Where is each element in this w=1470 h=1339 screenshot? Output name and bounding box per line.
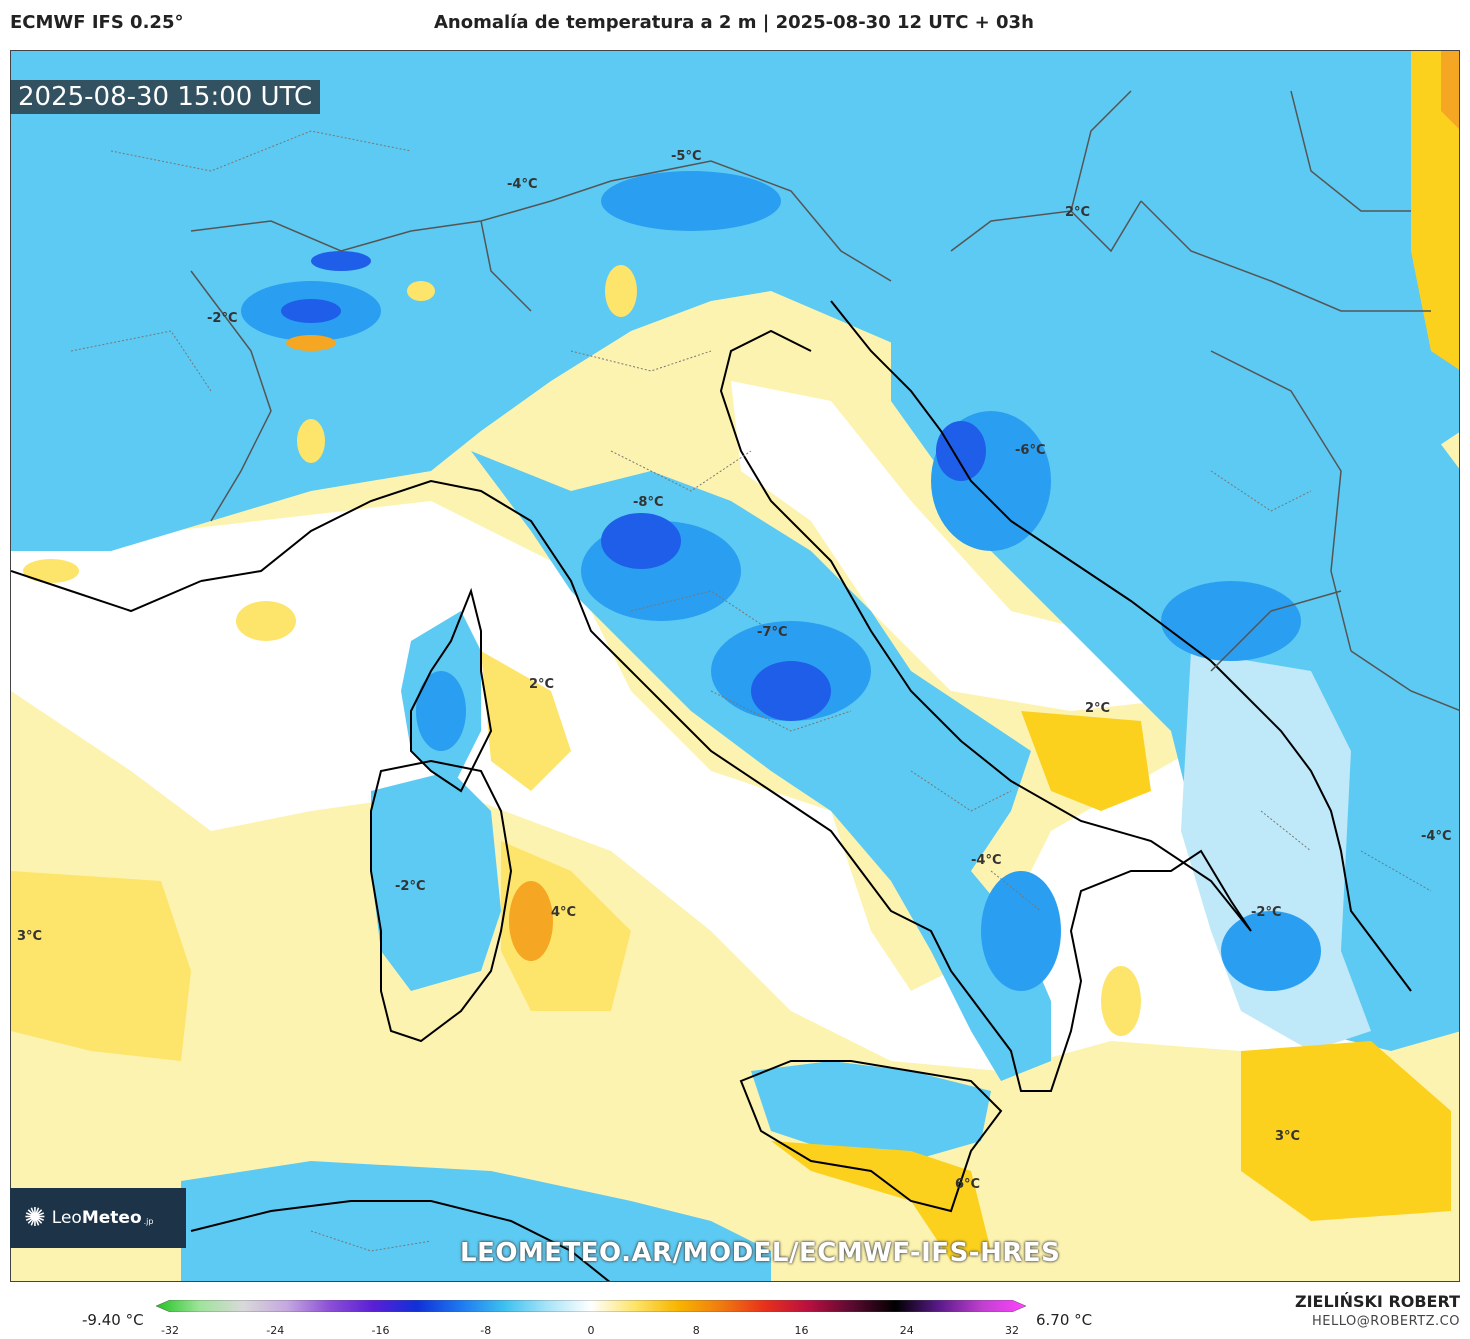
colorbar-tick-label: -32: [161, 1324, 179, 1337]
colorbar-tick-label: 0: [587, 1324, 595, 1337]
warm-patch: [1241, 1041, 1451, 1221]
temp-label: -2°C: [1251, 905, 1282, 920]
temp-label: 3°C: [1275, 1129, 1301, 1144]
cold-patch: [311, 251, 371, 271]
warm-patch: [1411, 51, 1459, 370]
cold-patch: [1221, 911, 1321, 991]
cold-sardinia: [371, 771, 501, 991]
temp-label: -2°C: [207, 311, 238, 326]
coastline-sicily: [739, 1060, 1003, 1213]
warm-patch: [236, 601, 296, 641]
temp-label: -5°C: [671, 149, 702, 164]
coastline-sardinia: [370, 759, 513, 1043]
warm-patch: [11, 871, 191, 1061]
coastline-adriatic-east: [830, 300, 1412, 992]
warm-patch: [23, 559, 79, 583]
warm-patch: [1021, 711, 1151, 811]
colorbar-tick-label: -16: [371, 1324, 390, 1337]
warm-patch: [297, 419, 325, 463]
temp-label: -4°C: [507, 177, 538, 192]
temp-label: -8°C: [633, 495, 664, 510]
coastline-africa: [190, 1200, 611, 1281]
cold-patch: [281, 299, 341, 323]
colorbar-tick-label: -8: [480, 1324, 492, 1337]
cold-patch: [416, 671, 466, 751]
coastline-corsica: [410, 587, 493, 793]
cold-north-africa: [181, 1161, 771, 1281]
warm-patch: [1441, 51, 1459, 129]
model-name: ECMWF IFS 0.25°: [10, 12, 184, 33]
coastline-france: [11, 570, 202, 613]
temp-label: 2°C: [1085, 701, 1111, 716]
warm-patch: [286, 335, 336, 351]
leometeo-logo[interactable]: ✺ LeoMeteo .jp: [10, 1188, 186, 1248]
colorbar-max-label: 6.70 °C: [1036, 1311, 1093, 1329]
cold-patch: [601, 513, 681, 569]
cold-patch: [751, 661, 831, 721]
temp-label: -4°C: [971, 853, 1002, 868]
logo-suffix: .jp: [143, 1216, 154, 1226]
border-lines: [190, 90, 1459, 712]
temp-label: -6°C: [1015, 443, 1046, 458]
warm-patch: [509, 881, 553, 961]
author-email[interactable]: HELLO@ROBERTZ.CO: [1311, 1314, 1460, 1329]
temp-label: 4°C: [551, 905, 577, 920]
colorbar: [156, 1300, 1026, 1312]
cold-patch: [936, 421, 986, 481]
temp-label: 6°C: [955, 1177, 981, 1192]
warm-patch: [407, 281, 435, 301]
warm-patch: [605, 265, 637, 317]
neutral-area-2: [731, 381, 1161, 711]
temp-label: 2°C: [1065, 205, 1091, 220]
warm-patch: [1101, 966, 1141, 1036]
url-watermark: LEOMETEO.AR/MODEL/ECMWF-IFS-HRES: [460, 1238, 1061, 1268]
anomaly-map: [11, 51, 1459, 1281]
colorbar-tick-label: -24: [266, 1324, 285, 1337]
colorbar-tick-label: 8: [692, 1324, 700, 1337]
region-lines: [70, 130, 1432, 1252]
colorbar-tick-label: 16: [794, 1324, 809, 1337]
valid-time-badge: 2025-08-30 15:00 UTC: [10, 80, 321, 114]
sun-icon: ✺: [24, 1203, 46, 1233]
temp-label: -2°C: [395, 879, 426, 894]
temp-label: 2°C: [529, 677, 555, 692]
coastline-italy: [200, 329, 1252, 1092]
temp-label: -4°C: [1421, 829, 1452, 844]
map-canvas[interactable]: -5°C -4°C 2°C -2°C -8°C -6°C -7°C 2°C 2°…: [10, 50, 1460, 1282]
cold-patch: [981, 871, 1061, 991]
colorbar-min-label: -9.40 °C: [82, 1311, 144, 1329]
map-title: Anomalía de temperatura a 2 m | 2025-08-…: [434, 12, 1034, 33]
warm-patch: [771, 1141, 991, 1261]
author-credit: ZIELIŃSKI ROBERT: [1294, 1292, 1460, 1311]
cold-patch: [601, 171, 781, 231]
logo-text: LeoMeteo: [51, 1208, 142, 1228]
colorbar-tick-label: 24: [899, 1324, 914, 1337]
cold-sicily: [751, 1061, 991, 1161]
cold-patch: [1161, 581, 1301, 661]
cold-north: [11, 51, 1459, 551]
warm-patch: [481, 651, 571, 791]
temp-label: 3°C: [17, 929, 43, 944]
temp-label: -7°C: [757, 625, 788, 640]
colorbar-tick-label: 32: [1005, 1324, 1019, 1337]
